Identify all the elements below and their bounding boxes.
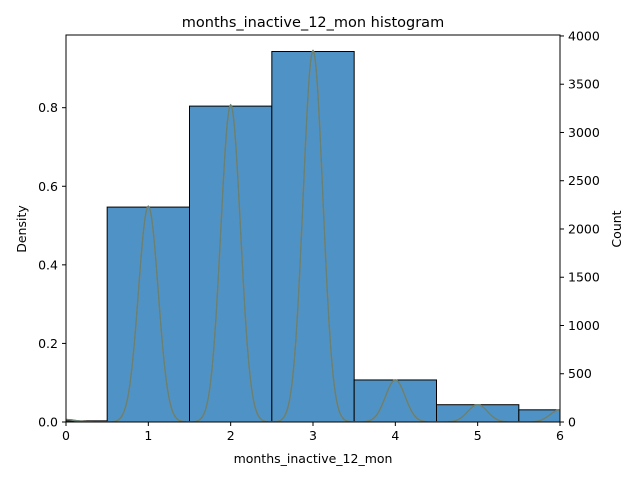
chart-title: months_inactive_12_mon histogram: [182, 15, 444, 31]
right-y-axis-ticks: 0 500 1000 1500 2000 2500 3000 3500 4000: [560, 28, 600, 430]
right-y-tick-label: 500: [568, 366, 592, 381]
kde-curve-overlay: [66, 49, 560, 422]
left-y-tick-label: 0.6: [38, 179, 58, 194]
kde-group: [66, 49, 560, 422]
x-tick-label: 4: [391, 428, 399, 443]
right-y-axis-label: Count: [609, 210, 624, 247]
x-tick-label: 1: [144, 428, 152, 443]
right-y-tick-label: 1500: [568, 270, 600, 285]
x-axis-label: months_inactive_12_mon: [234, 451, 393, 466]
x-tick-label: 0: [62, 428, 70, 443]
left-y-tick-label: 0.0: [38, 415, 58, 430]
histogram-bar-2: [189, 105, 273, 422]
histogram-bar-5: [436, 404, 520, 422]
histogram-bar-4: [353, 379, 437, 422]
left-y-tick-label: 0.4: [38, 257, 58, 272]
right-y-tick-label: 4000: [568, 28, 600, 43]
right-y-tick-label: 0: [568, 415, 576, 430]
histogram-bar-1: [106, 206, 190, 422]
histogram-bar-3: [271, 51, 355, 422]
x-tick-label: 6: [556, 428, 564, 443]
left-y-axis-label: Density: [14, 205, 29, 253]
x-tick-label: 3: [309, 428, 317, 443]
right-y-tick-label: 2000: [568, 221, 600, 236]
left-y-tick-label: 0.8: [38, 100, 58, 115]
right-y-tick-label: 3500: [568, 77, 600, 92]
x-axis-ticks: 0 1 2 3 4 5 6: [62, 422, 564, 443]
left-y-axis-ticks: 0.0 0.2 0.4 0.6 0.8: [38, 100, 66, 430]
bars-group: [66, 51, 560, 422]
right-y-tick-label: 2500: [568, 173, 600, 188]
x-tick-label: 2: [227, 428, 235, 443]
x-tick-label: 5: [474, 428, 482, 443]
left-y-tick-label: 0.2: [38, 336, 58, 351]
right-y-tick-label: 3000: [568, 125, 600, 140]
right-y-tick-label: 1000: [568, 318, 600, 333]
